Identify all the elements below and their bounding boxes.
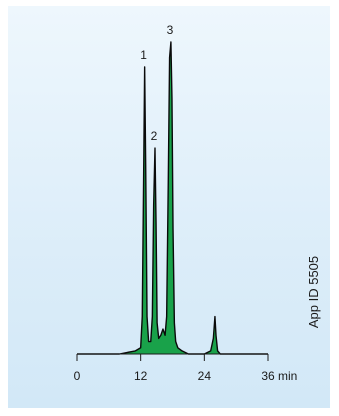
x-axis: 0 12 24 36 min xyxy=(74,353,297,383)
x-tick-label: 12 xyxy=(134,369,148,383)
x-tick-label: 0 xyxy=(74,369,81,383)
x-axis-unit-label: min xyxy=(278,369,297,383)
peak-label: 2 xyxy=(151,129,158,143)
trace-line xyxy=(77,41,268,355)
peak-labels: 1 2 3 xyxy=(140,23,173,143)
trace-layer xyxy=(77,41,268,355)
x-tick-label: 36 xyxy=(261,369,275,383)
app-id-label: App ID 5505 xyxy=(306,256,321,328)
peak-label: 1 xyxy=(140,48,147,62)
peak-label: 3 xyxy=(167,23,174,37)
x-tick-label: 24 xyxy=(198,369,212,383)
